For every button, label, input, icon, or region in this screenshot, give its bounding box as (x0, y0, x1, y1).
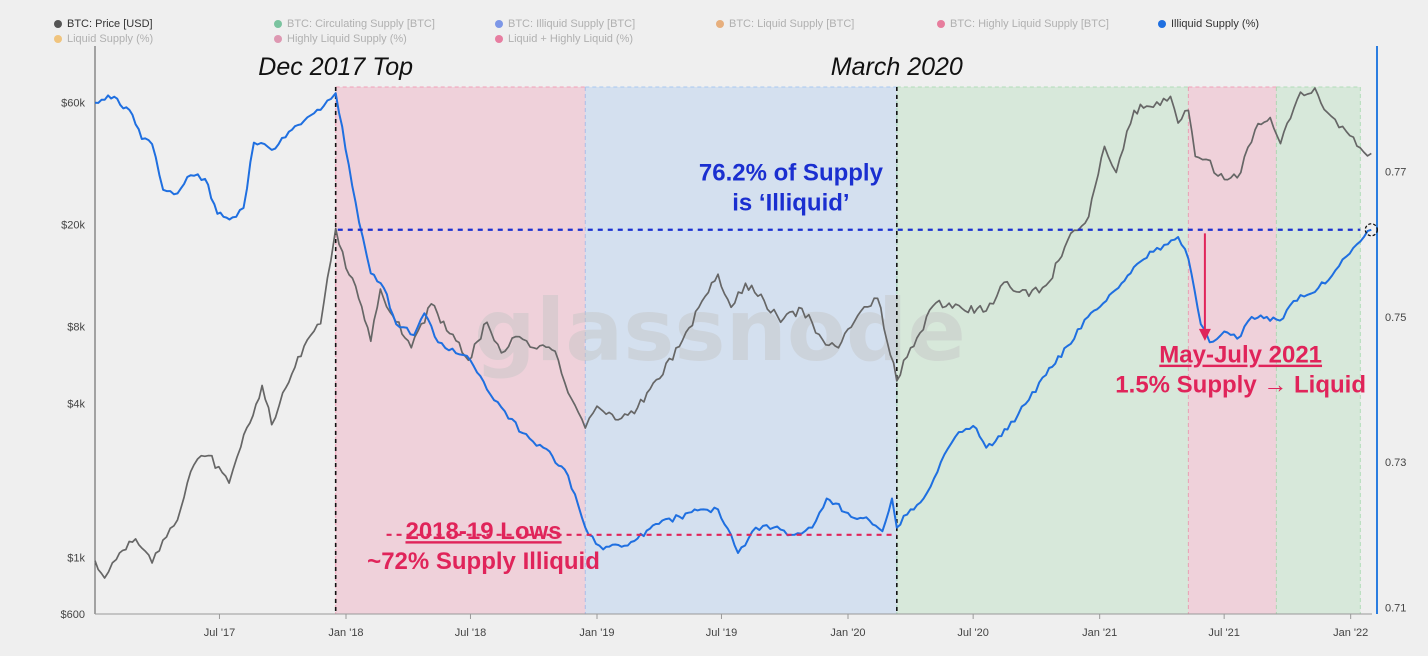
annotation-mayjuly: May-July 2021 1.5% Supply → Liquid (1115, 342, 1366, 399)
x-tick-label: Jul '17 (204, 627, 235, 639)
region-edges (335, 86, 1361, 614)
watermark: glassnode (474, 281, 966, 381)
y-right-tick-label: 0.77 (1385, 167, 1406, 179)
legend-label: BTC: Highly Liquid Supply [BTC] (950, 17, 1109, 30)
annotation-lows: 2018-19 Lows ~72% Supply Illiquid (367, 518, 600, 575)
x-tick-label: Jan '18 (328, 627, 363, 639)
shaded-region (896, 87, 1189, 614)
annotation-line: ~72% Supply Illiquid (367, 548, 600, 575)
x-tick-label: Jul '19 (706, 627, 737, 639)
x-tick-label: Jan '22 (1333, 627, 1368, 639)
y-right-tick-label: 0.75 (1385, 312, 1406, 324)
annotation-line: 1.5% Supply → Liquid (1115, 372, 1366, 399)
x-tick-label: Jan '19 (579, 627, 614, 639)
y-left-tick-label: $600 (61, 609, 85, 621)
legend-item-liquid-plus-highly-pct[interactable]: Liquid + Highly Liquid (%) (495, 33, 716, 45)
legend-dot-icon (274, 34, 282, 43)
shaded-regions (335, 87, 1361, 614)
x-tick-label: Jan '21 (1082, 627, 1117, 639)
legend-item-highly-liquid-pct[interactable]: Highly Liquid Supply (%) (274, 33, 495, 45)
legend-item-illiquid-btc[interactable]: BTC: Illiquid Supply [BTC] (495, 18, 716, 30)
x-tick-label: Jul '21 (1208, 627, 1239, 639)
legend-dot-icon (54, 34, 62, 43)
legend-dot-icon (1158, 19, 1166, 28)
legend-label: BTC: Price [USD] (67, 17, 153, 30)
reference-lines (337, 228, 1361, 536)
legend-label: Illiquid Supply (%) (1171, 17, 1260, 30)
x-tick-label: Jul '18 (455, 627, 486, 639)
legend-label: BTC: Liquid Supply [BTC] (729, 17, 855, 30)
legend-dot-icon (937, 19, 945, 28)
axes: $600 $1k $4k $8k $20k $60k 0.71 0.73 0.75 0.77 Jul… (61, 46, 1406, 639)
shaded-region (585, 87, 897, 614)
legend-dot-icon (495, 19, 503, 28)
legend-dot-icon (54, 19, 62, 28)
y-left-tick-label: $1k (67, 552, 85, 564)
legend-row-1: BTC: Price [USD] BTC: Circulating Supply… (54, 16, 1384, 31)
y-right-tick-label: 0.71 (1385, 602, 1406, 614)
event-lines: Dec 2017 Top March 2020 (258, 53, 963, 614)
legend-dot-icon (495, 34, 503, 43)
annotations: 76.2% of Supply is ‘Illiquid’ 2018-19 Lows… (367, 159, 1366, 575)
legend-label: Liquid Supply (%) (67, 32, 154, 45)
legend-item-price[interactable]: BTC: Price [USD] (54, 18, 274, 30)
latest-point-marker (1364, 223, 1378, 237)
legend-item-liquid-pct[interactable]: Liquid Supply (%) (54, 33, 274, 45)
x-tick-label: Jul '20 (957, 627, 988, 639)
price-line (94, 87, 1372, 579)
annotation-line: 76.2% of Supply (699, 159, 884, 186)
shaded-region (1276, 87, 1361, 614)
annotation-line: May-July 2021 (1159, 342, 1322, 369)
arrow-head-icon (1198, 328, 1211, 341)
event-label: Dec 2017 Top (258, 53, 413, 81)
event-label: March 2020 (831, 53, 963, 81)
legend-label: Highly Liquid Supply (%) (287, 32, 407, 45)
y-left-tick-label: $60k (61, 98, 85, 110)
legend-dot-icon (716, 19, 724, 28)
legend-row-2: Liquid Supply (%) Highly Liquid Supply (… (54, 31, 1384, 46)
annotation-line: 2018-19 Lows (405, 518, 561, 545)
legend-label: BTC: Illiquid Supply [BTC] (508, 17, 636, 30)
shaded-region (335, 87, 586, 614)
y-left-tick-label: $8k (67, 321, 85, 333)
legend-label: Liquid + Highly Liquid (%) (508, 32, 634, 45)
y-right-tick-label: 0.73 (1385, 457, 1406, 469)
annotation-line: is ‘Illiquid’ (732, 189, 849, 216)
legend-item-circulating[interactable]: BTC: Circulating Supply [BTC] (274, 18, 495, 30)
y-left-tick-label: $4k (67, 398, 85, 410)
x-tick-label: Jan '20 (830, 627, 865, 639)
y-left-tick-label: $20k (61, 220, 85, 232)
legend-item-highly-liquid-btc[interactable]: BTC: Highly Liquid Supply [BTC] (937, 18, 1158, 30)
legend-dot-icon (274, 19, 282, 28)
legend-item-liquid-btc[interactable]: BTC: Liquid Supply [BTC] (716, 18, 937, 30)
legend: BTC: Price [USD] BTC: Circulating Supply… (54, 16, 1384, 46)
annotation-illiquid: 76.2% of Supply is ‘Illiquid’ (699, 159, 884, 216)
legend-label: BTC: Circulating Supply [BTC] (287, 17, 435, 30)
legend-item-illiquid-pct[interactable]: Illiquid Supply (%) (1158, 18, 1358, 30)
